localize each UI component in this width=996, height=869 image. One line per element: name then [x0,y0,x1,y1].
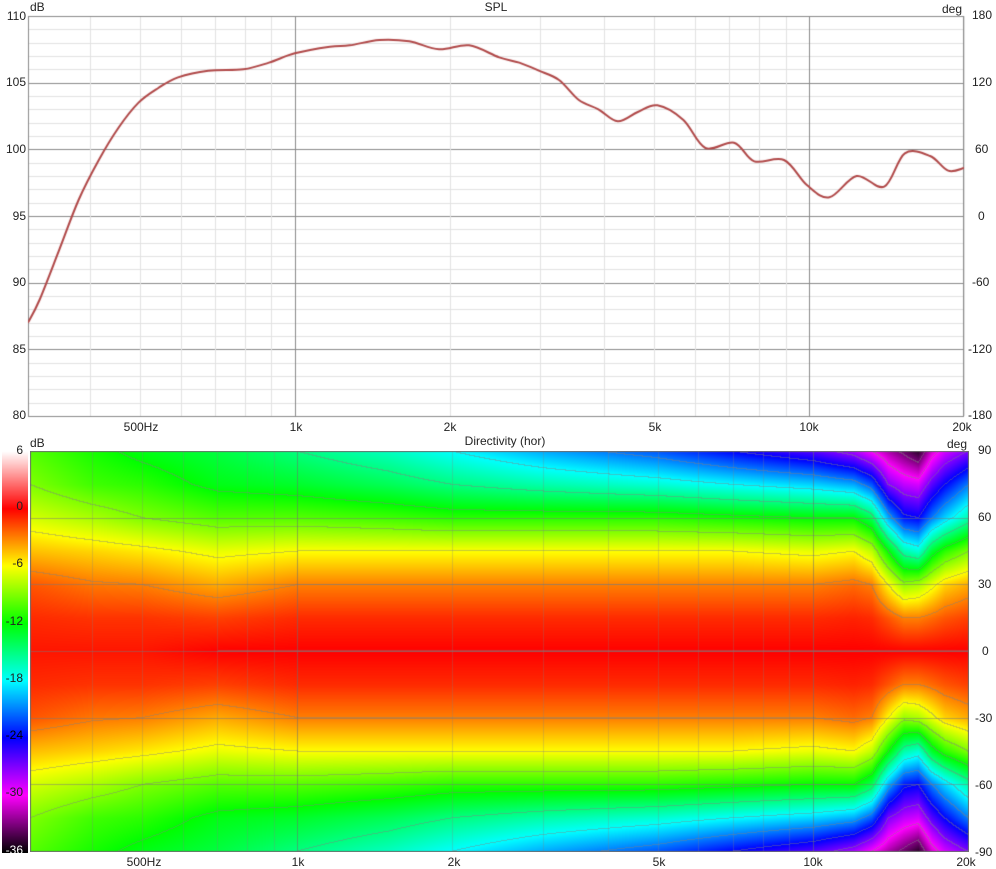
spl-y2-label: -60 [972,275,990,289]
spl-x-label: 5k [648,420,662,434]
spl-x-label: 2k [443,420,457,434]
directivity-x-label: 500Hz [126,855,162,869]
spl-y2-label: 180 [972,8,993,22]
spl-x-label: 10k [799,420,819,434]
spl-plot-area [0,0,996,440]
spl-y2-label: 0 [978,209,985,223]
directivity-y2-label: 90 [978,443,992,457]
directivity-x-label: 1k [291,855,305,869]
colorbar-label: -24 [5,728,23,742]
spl-y2-label: -120 [968,342,993,356]
colorbar-label: -12 [5,614,23,628]
colorbar-label: 0 [16,499,23,513]
directivity-y2-label: -30 [975,711,993,725]
directivity-left-unit: dB [30,436,45,450]
directivity-x-label: 10k [803,855,823,869]
spl-y-label: 105 [5,75,26,89]
directivity-chart-title: Directivity (hor) [464,434,546,448]
colorbar [2,451,28,853]
directivity-right-unit: deg [947,437,968,451]
colorbar-label: 6 [16,443,23,457]
directivity-y2-label: 30 [978,577,992,591]
colorbar-label: -36 [5,843,23,857]
directivity-x-label: 2k [447,855,461,869]
directivity-y2-label: 60 [978,510,992,524]
spl-y-label: 85 [12,342,26,356]
spl-y-label: 90 [12,275,26,289]
directivity-y2-label: 0 [982,644,989,658]
spl-x-label: 20k [952,420,972,434]
spl-y-label: 80 [12,408,26,422]
colorbar-label: -30 [5,785,23,799]
spl-y2-label: 60 [975,142,989,156]
spl-y2-label: -180 [968,408,993,422]
directivity-y2-label: -60 [975,778,993,792]
directivity-x-label: 20k [956,855,976,869]
colorbar-label: -6 [12,556,23,570]
spl-y-label: 95 [12,209,26,223]
directivity-heatmap [30,451,969,852]
directivity-x-label: 5k [652,855,666,869]
colorbar-label: -18 [5,671,23,685]
spl-x-label: 1k [289,420,303,434]
spl-x-label: 500Hz [123,420,159,434]
spl-y-label: 100 [5,142,26,156]
spl-y2-label: 120 [972,75,993,89]
directivity-y2-label: -90 [975,845,993,859]
spl-y-label: 110 [6,9,26,23]
